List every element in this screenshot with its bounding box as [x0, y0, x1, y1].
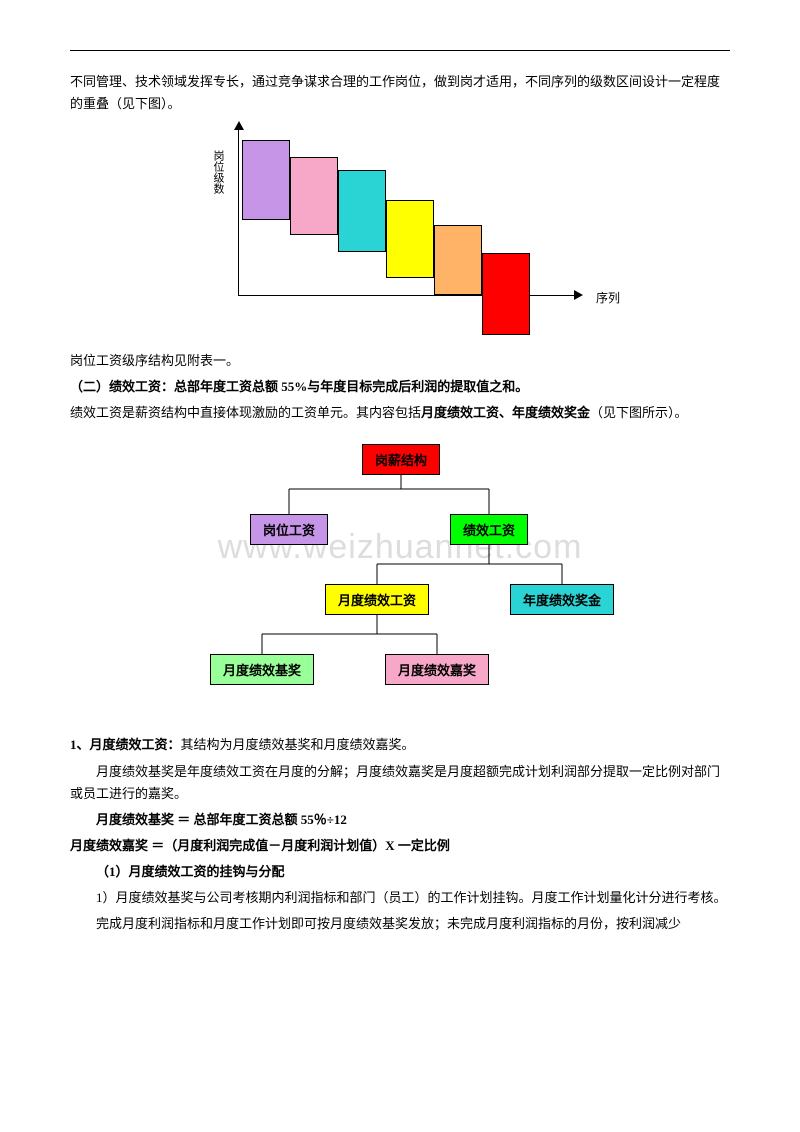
paragraph-base-bonus: 月度绩效基奖是年度绩效工资在月度的分解；月度绩效嘉奖是月度超额完成计划利润部分提… [70, 761, 730, 805]
chart-bar [338, 170, 386, 252]
header-rule [70, 50, 730, 51]
paragraph-link-2: 完成月度利润指标和月度工作计划即可按月度绩效基奖发放；未完成月度利润指标的月份，… [70, 913, 730, 935]
tree-node: 年度绩效奖金 [510, 584, 614, 615]
chart-bar [290, 157, 338, 235]
y-axis-arrow-icon [234, 121, 244, 130]
chart-bar [242, 140, 290, 220]
x-axis-label: 序列 [596, 289, 620, 306]
x-axis-arrow-icon [574, 290, 583, 300]
tree-node: 岗位工资 [250, 514, 328, 545]
chart-bar [434, 225, 482, 295]
text-emphasis: 月度绩效工资、年度绩效奖金 [421, 405, 590, 420]
chart-bar [386, 200, 434, 278]
formula-extra-bonus: 月度绩效嘉奖 ＝（月度利润完成值－月度利润计划值）X 一定比例 [70, 835, 730, 857]
text-emphasis: 1、月度绩效工资： [70, 737, 181, 752]
y-axis [238, 125, 239, 295]
tree-node: 月度绩效基奖 [210, 654, 314, 685]
paragraph-intro: 不同管理、技术领域发挥专长，通过竞争谋求合理的工作岗位，做到岗才适用，不同序列的… [70, 71, 730, 115]
text-segment: 绩效工资是薪资结构中直接体现激励的工资单元。其内容包括 [70, 405, 421, 420]
y-axis-label: 岗位级数 [210, 150, 226, 194]
paragraph-link-1: 1）月度绩效基奖与公司考核期内利润指标和部门（员工）的工作计划挂钩。月度工作计划… [70, 887, 730, 909]
text-segment: （见下图所示）。 [590, 405, 688, 420]
tree-node: 岗薪结构 [362, 444, 440, 475]
org-tree: 岗薪结构岗位工资 绩效工资月度绩效工资 年度绩效奖金月度绩效基奖 月度绩效嘉奖 [150, 434, 650, 704]
paragraph-monthly-salary: 1、月度绩效工资：其结构为月度绩效基奖和月度绩效嘉奖。 [70, 734, 730, 756]
subsection-heading: （1）月度绩效工资的挂钩与分配 [70, 861, 730, 883]
paragraph-performance: 绩效工资是薪资结构中直接体现激励的工资单元。其内容包括月度绩效工资、年度绩效奖金… [70, 402, 730, 424]
tree-node: 绩效工资 [450, 514, 528, 545]
tree-node: 月度绩效嘉奖 [385, 654, 489, 685]
text-segment: 其结构为月度绩效基奖和月度绩效嘉奖。 [181, 737, 415, 752]
formula-base-bonus: 月度绩效基奖 ＝ 总部年度工资总额 55％÷12 [70, 809, 730, 831]
tree-node: 月度绩效工资 [325, 584, 429, 615]
step-chart: 岗位级数 序列 [190, 125, 610, 340]
paragraph-ref-table: 岗位工资级序结构见附表一。 [70, 350, 730, 372]
section-heading-2: （二）绩效工资：总部年度工资总额 55%与年度目标完成后利润的提取值之和。 [70, 376, 730, 398]
chart-bar [482, 253, 530, 335]
